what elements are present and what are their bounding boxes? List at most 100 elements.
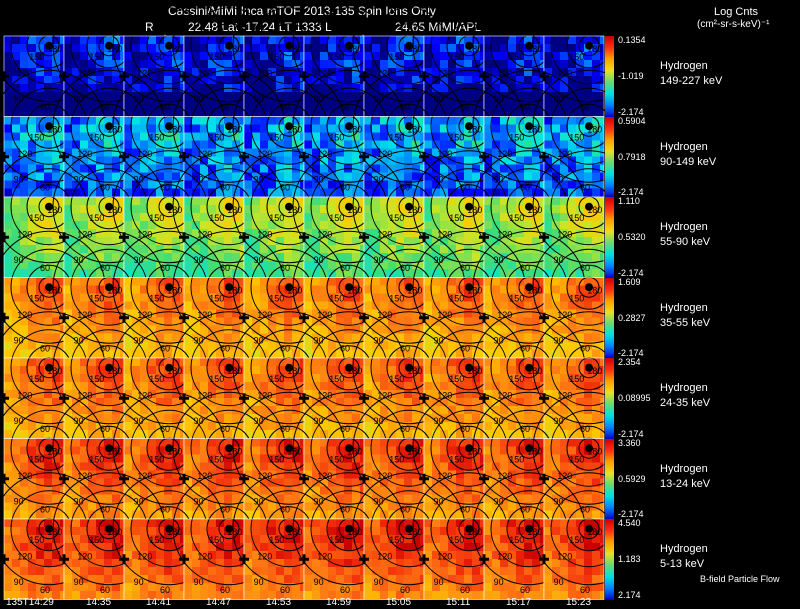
contour-label: 60 [580,263,590,273]
pixel-cell [148,205,156,213]
cross-marker [179,393,189,404]
pixel-cell [352,333,360,342]
pixel-cell [156,414,164,422]
pixel-cell [52,245,60,253]
pixel-cell [312,108,320,116]
pixel-cell [208,213,216,221]
pixel-cell [380,261,388,269]
contour-label: 120 [317,229,332,239]
pixel-cell [576,84,584,92]
pixel-cell [480,197,484,205]
pixel-cell [240,406,244,414]
pixel-cell [472,414,480,422]
cross-marker [239,312,249,323]
pixel-cell [364,414,372,422]
pixel-cell [200,84,208,92]
pixel-cell [424,317,432,326]
pixel-cell [516,309,524,318]
pixel-cell [104,390,112,398]
pixel-cell [276,100,284,108]
pixel-cell [568,180,576,189]
pixel-cell [284,116,292,125]
pixel-cell [424,116,432,125]
pixel-cell [456,245,464,253]
pixel-cell [60,430,64,438]
pixel-cell [388,180,396,189]
pixel-cell [312,325,320,334]
pixel-cell [484,301,492,310]
pixel-cell [492,430,500,438]
pixel-cell [312,180,320,189]
pixel-cell [372,148,380,157]
pixel-cell [448,221,456,229]
pixel-cell [140,68,148,76]
pixel-cell [28,132,36,141]
pixel-cell [80,205,88,213]
contour-label: 90 [434,175,444,185]
pixel-cell [372,52,380,60]
contour-ring [578,196,600,218]
pixel-cell [200,76,208,84]
pixel-cell [456,374,464,382]
pixel-cell [216,205,224,213]
pixel-cell [420,341,424,350]
pixel-cell [532,84,540,92]
cross-marker [359,312,369,323]
pixel-cell [12,414,20,422]
pixel-cell [344,430,352,438]
pixel-cell [88,92,96,100]
pixel-cell [164,309,172,318]
pixel-cell [516,172,524,181]
pixel-cell [284,358,292,366]
pixel-cell [60,398,64,406]
pixel-cell [164,140,172,149]
pixel-cell [52,52,60,60]
pixel-cell [304,229,312,237]
pixel-cell [352,164,360,173]
pixel-cell [424,76,432,84]
pixel-cell [44,108,52,116]
pixel-cell [372,156,380,165]
pixel-cell [532,349,540,358]
pixel-cell [252,277,260,286]
pixel-cell [336,261,344,269]
pixel-cell [132,108,140,116]
pixel-cell [432,269,440,277]
pixel-cell [576,261,584,269]
contour-label: 150 [29,52,44,62]
pixel-cell [268,124,276,133]
pixel-cell [292,100,300,108]
pixel-cell [544,108,552,116]
pixel-cell [472,237,480,245]
pixel-cell [516,52,524,60]
pixel-cell [492,36,500,44]
contour-ring [38,115,60,137]
pixel-cell [480,358,484,366]
contour-label: 150 [149,52,164,62]
pixel-cell [516,414,524,422]
pixel-cell [600,164,604,173]
pixel-cell [88,366,96,374]
pixel-cell [560,213,568,221]
pixel-cell [300,213,304,221]
pixel-cell [52,36,60,44]
pixel-cell [224,358,232,366]
pixel-cell [552,317,560,326]
contour-ring [532,230,646,344]
contour-label: 150 [329,294,344,304]
pixel-cell [300,325,304,334]
pixel-cell [352,325,360,334]
pixel-cell [148,309,156,318]
pixel-cell [464,253,472,261]
contour-label: 120 [437,68,452,78]
pixel-cell [600,358,604,366]
pixel-cell [268,221,276,229]
pixel-cell [260,221,268,229]
pixel-cell [80,277,88,286]
pixel-cell [28,197,36,205]
pixel-cell [312,116,320,125]
pixel-cell [72,245,80,253]
pixel-cell [252,132,260,141]
pixel-cell [576,36,584,44]
pixel-cell [208,414,216,422]
